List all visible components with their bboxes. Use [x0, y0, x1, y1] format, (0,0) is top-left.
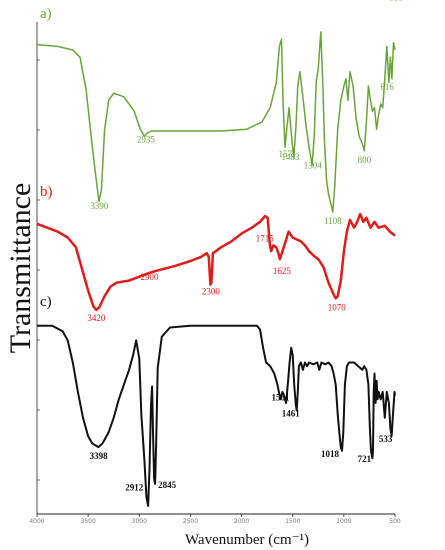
peak-label: 1561 — [271, 393, 290, 403]
peak-label: 2900 — [141, 272, 160, 282]
peak-label: 3420 — [87, 313, 106, 323]
y-axis-label: Transmittance — [4, 183, 37, 354]
x-tick-label: 1000 — [336, 518, 351, 525]
spectrum-line-c — [37, 324, 396, 507]
peak-label: 800 — [358, 155, 372, 165]
peak-label: 533 — [379, 434, 393, 444]
spectrum-curves — [36, 31, 396, 507]
peak-label: 3390 — [90, 201, 109, 211]
peak-label: 1483 — [281, 152, 300, 162]
panel-label: b) — [40, 184, 53, 200]
spectrum-line-a — [36, 31, 396, 213]
x-tick-label: 2000 — [234, 518, 249, 525]
x-tick-label: 500 — [389, 518, 401, 525]
peak-label: 721 — [358, 454, 372, 464]
x-tick-label: 3000 — [132, 518, 147, 525]
panel-label: a) — [40, 6, 52, 22]
x-tick-label: 1500 — [285, 518, 300, 525]
peak-label: 1571 — [278, 149, 296, 159]
x-tick-label: 3500 — [81, 518, 96, 525]
peak-label: 1070 — [328, 302, 347, 312]
peak-label: 1018 — [321, 449, 340, 459]
peak-label: 3398 — [90, 451, 109, 461]
peak-label: 1461 — [282, 408, 301, 418]
panel-labels: a) b) c) — [40, 6, 53, 310]
peak-label: 585 — [390, 0, 404, 3]
peak-label: 2935 — [137, 135, 156, 145]
peak-label: 2300 — [202, 287, 221, 297]
peak-label: 1715 — [256, 234, 275, 244]
panel-label: c) — [40, 294, 52, 310]
peak-label: 2912 — [125, 483, 144, 493]
axes: 4000 3500 3000 2500 2000 1500 1000 500 — [29, 22, 401, 525]
spectrum-line-b — [36, 212, 396, 312]
x-axis-label: Wavenumber (cm⁻¹) — [185, 532, 309, 548]
x-tick-label: 2500 — [183, 518, 198, 525]
x-tick-label: 4000 — [29, 518, 44, 525]
peak-label: 1108 — [324, 216, 342, 226]
peak-label: 616 — [380, 82, 394, 92]
peak-label: 1304 — [304, 161, 323, 171]
peak-label: 2845 — [158, 480, 177, 490]
peak-label: 1625 — [273, 266, 292, 276]
